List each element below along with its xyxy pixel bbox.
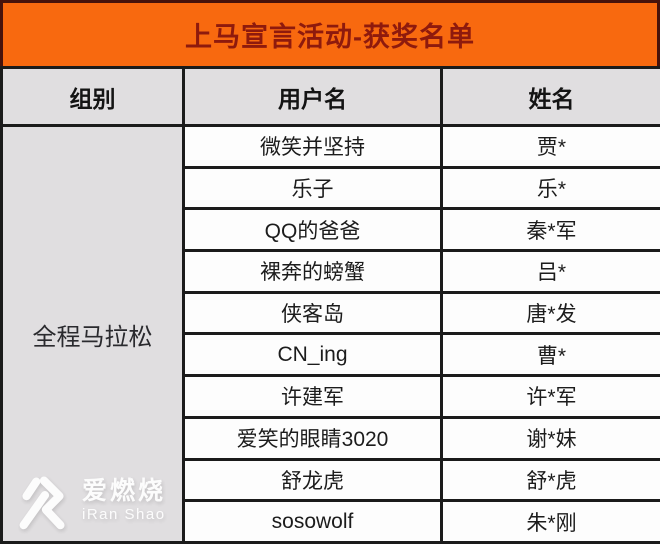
name-cell: 谢*妹	[440, 415, 660, 461]
winners-table: 组别 用户名 姓名 全程马拉松	[0, 66, 660, 544]
header-row: 组别 用户名 姓名	[0, 66, 660, 127]
name-cell: 吕*	[440, 249, 660, 294]
username-cell: 舒龙虎	[182, 457, 443, 503]
username-cell: 裸奔的螃蟹	[182, 249, 443, 294]
group-label: 全程马拉松	[32, 323, 153, 351]
table-row: 侠客岛 唐*发	[2, 290, 660, 336]
username-cell: 爱笑的眼睛3020	[182, 415, 443, 461]
table-row: 爱笑的眼睛3020 谢*妹	[2, 415, 660, 461]
brand-name-cn: 爱燃烧	[82, 476, 167, 505]
name-cell: 唐*发	[440, 290, 660, 336]
table-row: 许建军 许*军	[2, 374, 660, 419]
table-row: QQ的爸爸 秦*军	[2, 207, 660, 253]
username-cell: CN_ing	[182, 332, 443, 378]
brand-name-en: iRan Shao	[82, 506, 166, 524]
username-cell: 许建军	[182, 374, 443, 419]
table-row: 全程马拉松 爱燃烧 iRan Shao	[0, 124, 660, 544]
username-cell: sosowolf	[182, 499, 443, 544]
table-row: 舒龙虎 舒*虎	[2, 457, 660, 503]
username-cell: 侠客岛	[182, 290, 443, 336]
name-cell: 舒*虎	[440, 457, 660, 503]
name-cell: 曹*	[440, 332, 660, 378]
iranshao-watermark: 爱燃烧 iRan Shao	[15, 469, 166, 531]
name-cell: 秦*军	[440, 207, 660, 253]
table-row: 乐子 乐*	[2, 165, 660, 211]
title-banner: 上马宣言活动-获奖名单	[0, 0, 660, 66]
username-cell: 微笑并坚持	[182, 124, 443, 169]
username-cell: 乐子	[182, 165, 443, 211]
name-cell: 朱*刚	[440, 499, 660, 544]
name-cell: 许*军	[440, 374, 660, 419]
brand-text: 爱燃烧 iRan Shao	[82, 476, 167, 524]
header-name: 姓名	[440, 66, 660, 127]
header-username: 用户名	[182, 66, 443, 127]
table-row: 裸奔的螃蟹 吕*	[2, 249, 660, 294]
runner-icon	[19, 476, 65, 530]
page-title: 上马宣言活动-获奖名单	[185, 22, 475, 52]
group-cell: 全程马拉松 爱燃烧 iRan Shao	[0, 124, 185, 544]
username-cell: QQ的爸爸	[182, 207, 443, 253]
table-row: CN_ing 曹*	[2, 332, 660, 378]
name-cell: 乐*	[440, 165, 660, 211]
name-cell: 贾*	[440, 124, 660, 169]
table-row: sosowolf 朱*刚	[2, 499, 660, 544]
header-group: 组别	[0, 66, 185, 127]
